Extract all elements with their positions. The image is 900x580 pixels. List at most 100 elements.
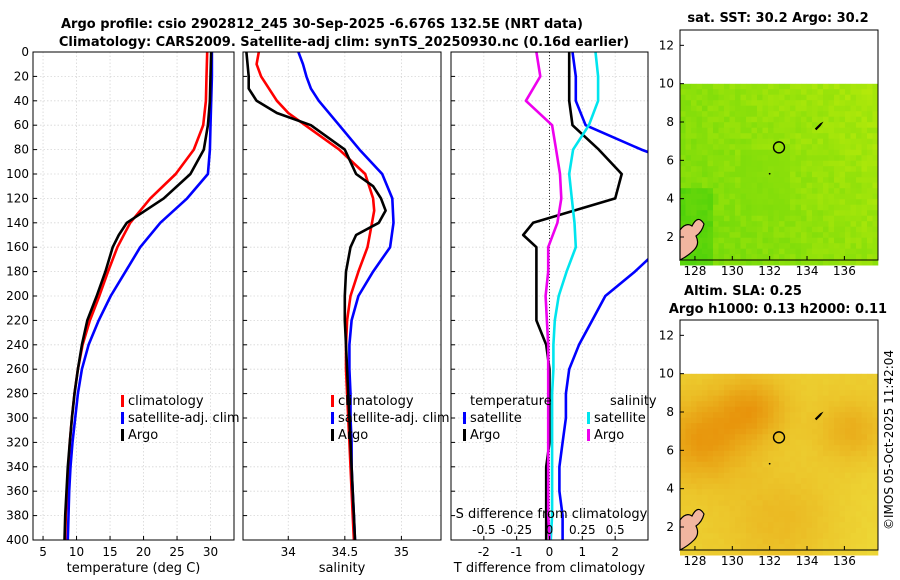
secondary-x-tick-label: 0.5 [606, 523, 625, 537]
no-data-area [680, 30, 878, 84]
y-tick-label: 300 [6, 411, 29, 425]
legend-label: climatology [338, 394, 414, 409]
map-y-tick-label: 4 [666, 482, 674, 496]
map-x-tick-label: 128 [683, 264, 706, 278]
legend-label: satellite [470, 411, 522, 426]
map-y-tick-label: 12 [659, 328, 674, 342]
y-tick-label: 180 [6, 265, 29, 279]
map-y-tick-label: 6 [666, 153, 674, 167]
legend-label: Argo [470, 428, 500, 443]
map-y-tick-label: 10 [659, 77, 674, 91]
island-dot [768, 172, 771, 175]
map-y-tick-label: 8 [666, 405, 674, 419]
difference-panel: -2 -1 0 1 2 T difference from climatology temp… [450, 51, 657, 576]
legend-swatch [463, 412, 466, 424]
legend-swatch [331, 395, 334, 407]
x-tick-label: 15 [102, 545, 117, 559]
map-y-tick-label: 4 [666, 192, 674, 206]
series-line-s-argo [524, 52, 563, 540]
x-tick-label: 25 [169, 545, 184, 559]
y-tick-label: 100 [6, 167, 29, 181]
sst-map-panel: 128 130 132 134 136 2 4 6 8 10 12 sat. SST: 30.2 Ar… [659, 11, 879, 278]
map-frame [679, 319, 879, 551]
sla-map-panel: 128 130 132 134 136 2 4 6 8 10 12 Altim. SLA: 0.25 A… [659, 284, 887, 568]
y-tick-label: 40 [14, 94, 29, 108]
legend-label: Argo [338, 428, 368, 443]
legend-label: satellite-adj. clim [128, 411, 240, 426]
map-x-tick-label: 128 [683, 554, 706, 568]
map-x-tick-label: 130 [721, 264, 744, 278]
y-tick-label: 380 [6, 509, 29, 523]
map-title: sat. SST: 30.2 Argo: 30.2 [687, 11, 868, 26]
map-y-tick-label: 10 [659, 367, 674, 381]
y-tick-label: 120 [6, 191, 29, 205]
secondary-x-tick-label: -0.25 [501, 523, 532, 537]
map-x-tick-label: 136 [833, 554, 856, 568]
map-y-tick-label: 12 [659, 38, 674, 52]
legend-label: Argo [128, 428, 158, 443]
salinity-panel: 34 34.5 35 salinity climatology satellite-adj… [242, 51, 450, 576]
map-y-tick-label: 2 [666, 230, 674, 244]
legend-swatch [121, 429, 124, 441]
series-line-t-satellite [558, 52, 648, 540]
legend-label: satellite [594, 411, 646, 426]
map-x-tick-label: 136 [833, 264, 856, 278]
legend-label: satellite-adj. clim [338, 411, 450, 426]
y-tick-label: 220 [6, 313, 29, 327]
map-x-tick-label: 134 [796, 264, 819, 278]
y-tick-label: 140 [6, 216, 29, 230]
legend-swatch [463, 429, 466, 441]
secondary-x-tick-label: 0.25 [569, 523, 596, 537]
y-tick-label: 20 [14, 69, 29, 83]
map-x-tick-label: 132 [758, 554, 781, 568]
figure-title-line2: Climatology: CARS2009. Satellite-adj cli… [59, 35, 629, 50]
y-tick-label: 80 [14, 143, 29, 157]
y-tick-label: 260 [6, 362, 29, 376]
y-tick-label: 320 [6, 435, 29, 449]
credit-stamp: ©IMOS 05-Oct-2025 11:42:04 [882, 350, 896, 530]
map-title: Altim. SLA: 0.25 [684, 284, 802, 299]
legend-swatch [587, 412, 590, 424]
map-x-tick-label: 132 [758, 264, 781, 278]
figure-title-line1: Argo profile: csio 2902812_245 30-Sep-20… [61, 17, 583, 32]
island-dot [768, 462, 771, 465]
legend-swatch [331, 429, 334, 441]
x-tick-label: -1 [511, 545, 523, 559]
legend-label: climatology [128, 394, 204, 409]
x-tick-label: 10 [69, 545, 84, 559]
x-tick-label: 35 [394, 545, 409, 559]
y-tick-label: 340 [6, 460, 29, 474]
legend-swatch [331, 412, 334, 424]
island-shape [814, 121, 824, 131]
y-tick-label: 0 [21, 45, 29, 59]
legend-swatch [587, 429, 590, 441]
series-line-argo [245, 52, 387, 540]
map-raster [680, 83, 879, 266]
legend-swatch [121, 412, 124, 424]
land-shape [679, 508, 705, 551]
map-x-tick-label: 130 [721, 554, 744, 568]
map-x-tick-label: 134 [796, 554, 819, 568]
legend-title-salinity: salinity [610, 394, 657, 409]
x-axis-label: temperature (deg C) [67, 561, 201, 576]
x-tick-label: 2 [611, 545, 619, 559]
x-tick-label: -2 [478, 545, 490, 559]
x-axis-label: salinity [319, 561, 366, 576]
map-y-tick-label: 2 [666, 520, 674, 534]
series-line-s-satellite [549, 52, 600, 540]
island-shape [814, 411, 824, 421]
secondary-x-tick-label: 0 [546, 523, 554, 537]
x-tick-label: 5 [39, 545, 47, 559]
y-tick-label: 400 [6, 533, 29, 547]
y-tick-label: 160 [6, 240, 29, 254]
legend-swatch [121, 395, 124, 407]
x-tick-label: 1 [579, 545, 587, 559]
y-tick-label: 60 [14, 118, 29, 132]
land-shape [679, 218, 705, 261]
y-tick-label: 240 [6, 338, 29, 352]
map-raster [680, 373, 879, 556]
x-tick-label: 0 [546, 545, 554, 559]
argo-float-marker [772, 141, 786, 154]
